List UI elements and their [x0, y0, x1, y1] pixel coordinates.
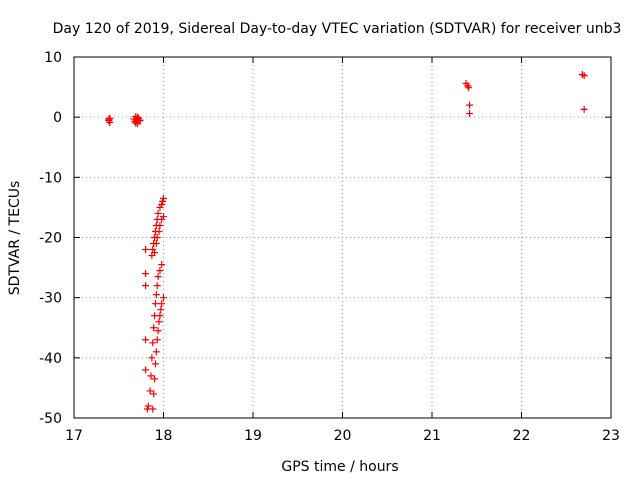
data-point — [466, 101, 474, 109]
data-point — [147, 372, 155, 380]
data-point — [158, 261, 166, 269]
data-point — [153, 336, 161, 344]
data-point — [154, 209, 162, 217]
series-cluster-21.4 — [462, 79, 474, 118]
data-point — [153, 234, 161, 241]
data-point — [154, 327, 162, 335]
data-point — [154, 273, 162, 281]
data-point — [142, 336, 150, 344]
data-point — [152, 240, 160, 248]
series-track-b — [149, 294, 167, 413]
y-tick-label: -40 — [39, 351, 62, 367]
series-cluster-17.7 — [130, 113, 144, 128]
y-tick-label: -30 — [39, 291, 62, 307]
data-point — [151, 300, 159, 308]
data-marks — [105, 70, 588, 413]
y-tick-label: -50 — [39, 411, 62, 427]
data-point — [153, 282, 161, 290]
data-point — [155, 227, 163, 235]
chart-title: Day 120 of 2019, Sidereal Day-to-day VTE… — [53, 21, 622, 37]
data-point — [142, 246, 150, 254]
data-point — [150, 390, 158, 398]
data-point — [159, 197, 167, 205]
data-point — [148, 354, 156, 362]
data-point — [465, 84, 473, 92]
axis-ticks — [73, 56, 612, 419]
data-point — [150, 324, 158, 332]
data-point — [160, 212, 167, 220]
data-point — [156, 221, 164, 229]
data-point — [152, 348, 160, 356]
data-point — [105, 116, 113, 124]
y-tick-label: -10 — [39, 170, 62, 186]
x-tick-label: 23 — [602, 428, 620, 444]
data-point — [142, 366, 150, 374]
series-track-d — [151, 212, 167, 257]
x-tick-label: 17 — [65, 428, 83, 444]
series-cluster-17.4 — [105, 114, 114, 127]
tick-labels: 17 18 19 20 21 22 23 -50 -40 -30 -20 -10 0 10 — [39, 50, 620, 444]
x-axis-title: GPS time / hours — [281, 459, 398, 475]
x-tick-label: 20 — [334, 428, 352, 444]
y-tick-label: -20 — [39, 231, 62, 247]
data-point — [144, 402, 152, 410]
data-point — [132, 119, 140, 127]
data-point — [151, 360, 159, 368]
data-point — [146, 387, 154, 395]
data-point — [142, 282, 150, 290]
data-point — [157, 306, 165, 314]
data-point — [158, 200, 166, 208]
series-cluster-22.7 — [578, 70, 588, 113]
series-outliers — [142, 246, 151, 413]
data-point — [160, 294, 167, 302]
data-point — [151, 249, 159, 257]
data-point — [155, 318, 163, 326]
data-point — [135, 117, 143, 125]
data-point — [466, 110, 474, 118]
data-point — [151, 375, 159, 383]
data-point — [149, 339, 157, 347]
plot-frame — [73, 56, 612, 419]
data-point — [160, 194, 167, 202]
data-point — [580, 72, 588, 80]
data-point — [152, 291, 160, 299]
data-point — [134, 113, 142, 121]
data-point — [142, 270, 150, 278]
x-tick-label: 19 — [244, 428, 262, 444]
x-tick-label: 22 — [513, 428, 531, 444]
data-point — [158, 300, 166, 308]
x-tick-label: 21 — [423, 428, 441, 444]
x-tick-label: 18 — [155, 428, 173, 444]
data-point — [143, 405, 151, 413]
y-tick-label: 0 — [53, 110, 62, 126]
grid — [74, 57, 611, 418]
y-tick-label: 10 — [44, 50, 62, 66]
y-axis-title: SDTVAR / TECUs — [7, 181, 23, 296]
data-point — [156, 312, 164, 320]
data-point — [156, 267, 164, 275]
data-point — [580, 105, 588, 113]
series-track-a — [144, 261, 166, 410]
